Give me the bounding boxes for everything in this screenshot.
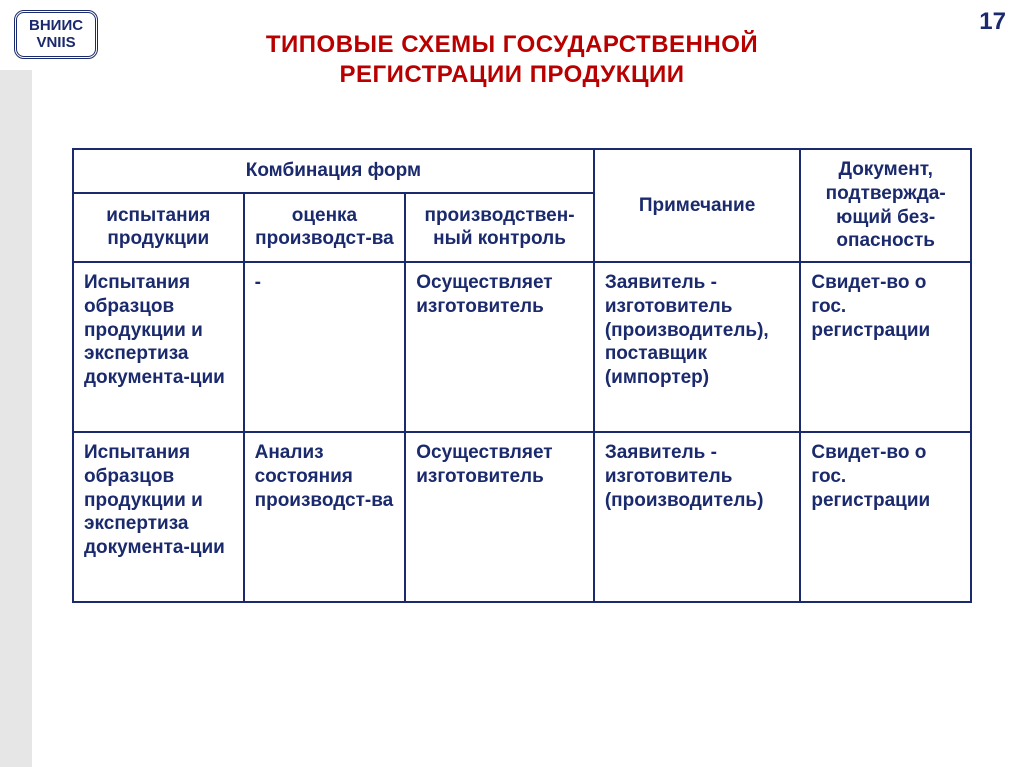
- table-container: Комбинация форм Примечание Документ, под…: [72, 148, 972, 603]
- header-col4: Примечание: [594, 149, 801, 262]
- left-sidebar: [0, 70, 32, 767]
- header-col3: производствен-ный контроль: [405, 193, 594, 262]
- header-col5: Документ, подтвержда-ющий без-опасность: [800, 149, 971, 262]
- header-col1: испытания продукции: [73, 193, 244, 262]
- cell-r1-c5: Свидет-во о гос. регистрации: [800, 432, 971, 602]
- cell-r1-c1: Испытания образцов продукции и экспертиз…: [73, 432, 244, 602]
- cell-r0-c1: Испытания образцов продукции и экспертиз…: [73, 262, 244, 432]
- title-line-2: РЕГИСТРАЦИИ ПРОДУКЦИИ: [340, 61, 685, 88]
- header-group: Комбинация форм: [73, 149, 594, 193]
- cell-r1-c4: Заявитель - изготовитель (производитель): [594, 432, 801, 602]
- page-title: ТИПОВЫЕ СХЕМЫ ГОСУДАРСТВЕННОЙ РЕГИСТРАЦИ…: [0, 30, 1024, 90]
- header-row-1: Комбинация форм Примечание Документ, под…: [73, 149, 971, 193]
- schemes-table: Комбинация форм Примечание Документ, под…: [72, 148, 972, 603]
- title-line-1: ТИПОВЫЕ СХЕМЫ ГОСУДАРСТВЕННОЙ: [266, 31, 758, 58]
- cell-r0-c3: Осуществляет изготовитель: [405, 262, 594, 432]
- cell-r0-c4: Заявитель - изготовитель (производитель)…: [594, 262, 801, 432]
- cell-r0-c2: -: [244, 262, 406, 432]
- header-col2: оценка производст-ва: [244, 193, 406, 262]
- cell-r1-c3: Осуществляет изготовитель: [405, 432, 594, 602]
- cell-r1-c2: Анализ состояния производст-ва: [244, 432, 406, 602]
- cell-r0-c5: Свидет-во о гос. регистрации: [800, 262, 971, 432]
- table-row: Испытания образцов продукции и экспертиз…: [73, 432, 971, 602]
- table-row: Испытания образцов продукции и экспертиз…: [73, 262, 971, 432]
